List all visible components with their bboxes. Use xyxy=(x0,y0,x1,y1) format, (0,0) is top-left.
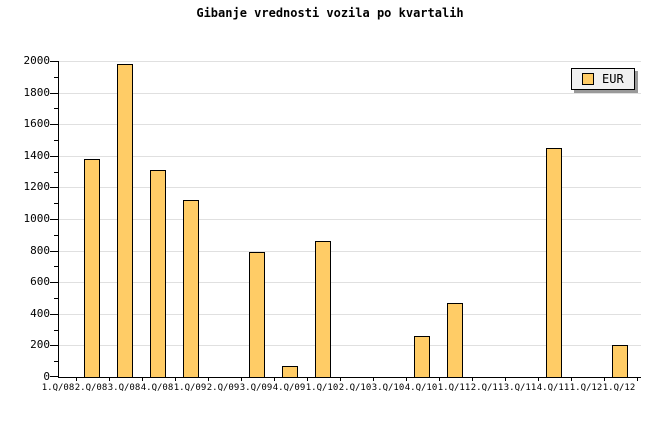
y-tick-major xyxy=(50,376,58,377)
y-tick-minor xyxy=(54,76,58,78)
y-tick-minor xyxy=(54,140,58,141)
x-tick-label: 1.Q/09 xyxy=(173,383,207,393)
y-tick-label: 0 xyxy=(43,370,50,383)
x-tick xyxy=(471,377,473,381)
x-tick xyxy=(75,377,77,381)
x-tick xyxy=(306,377,308,381)
x-tick xyxy=(108,377,110,381)
x-tick-label: 4.Q/08 xyxy=(140,383,174,393)
x-tick-label: 3.Q/09 xyxy=(239,383,273,393)
x-tick xyxy=(339,377,341,381)
y-tick-minor xyxy=(54,298,58,299)
bar xyxy=(84,158,100,377)
y-tick-major xyxy=(50,155,58,157)
x-tick-label: 3.Q/11 xyxy=(503,383,537,393)
bar xyxy=(612,345,628,377)
x-tick xyxy=(636,377,638,381)
x-tick-label: 2.Q/10 xyxy=(338,383,372,393)
bar xyxy=(315,241,331,377)
bar xyxy=(414,335,430,377)
x-tick-label: 1.Q/10 xyxy=(305,383,339,393)
x-tick xyxy=(405,377,407,381)
bar xyxy=(447,302,463,377)
bar xyxy=(282,365,298,377)
x-tick xyxy=(207,377,209,381)
x-tick-label: 1.Q/11 xyxy=(437,383,471,393)
x-tick xyxy=(504,377,506,381)
gridline xyxy=(59,345,641,347)
y-tick-major xyxy=(50,61,58,62)
gridline xyxy=(59,155,641,157)
x-tick xyxy=(240,377,242,381)
y-tick-major xyxy=(50,282,58,284)
gridline xyxy=(59,124,641,126)
chart-title: Gibanje vrednosti vozila po kvartalih xyxy=(196,6,464,20)
bar xyxy=(150,170,166,377)
y-tick-label: 2000 xyxy=(23,54,51,67)
x-tick-label: 4.Q/11 xyxy=(536,383,570,393)
x-tick-label: 4.Q/10 xyxy=(404,383,438,393)
bar xyxy=(249,252,265,377)
y-tick-label: 600 xyxy=(30,275,50,289)
y-tick-label: 1400 xyxy=(23,148,51,162)
x-tick-label: 2.Q/11 xyxy=(470,383,504,393)
gridline xyxy=(59,250,641,252)
gridline xyxy=(59,282,641,284)
x-tick-label: 2.Q/08 xyxy=(74,383,108,393)
y-tick-minor xyxy=(54,361,58,363)
y-tick-label: 400 xyxy=(30,306,50,320)
y-tick-minor xyxy=(54,329,58,331)
bar xyxy=(117,64,133,377)
x-tick-label: 1.Q/12 xyxy=(569,383,603,393)
x-tick xyxy=(372,377,374,381)
y-tick-major xyxy=(50,250,58,252)
gridline xyxy=(59,313,641,315)
y-tick-label: 1000 xyxy=(23,212,51,225)
gridline xyxy=(59,219,641,220)
y-tick-minor xyxy=(54,266,58,268)
x-tick xyxy=(273,377,275,381)
x-tick xyxy=(603,377,605,381)
y-tick-label: 200 xyxy=(30,338,50,352)
x-tick-label: 4.Q/09 xyxy=(272,383,306,393)
y-tick-major xyxy=(50,219,58,220)
y-tick-label: 1600 xyxy=(23,117,51,131)
x-tick-label: 1.Q/08 xyxy=(41,383,75,393)
x-tick xyxy=(174,377,176,381)
bar xyxy=(183,200,199,377)
y-tick-minor xyxy=(54,203,58,205)
x-tick xyxy=(537,377,539,381)
y-tick-label: 800 xyxy=(30,243,50,257)
gridline xyxy=(59,61,641,62)
legend-label: EUR xyxy=(602,72,624,86)
x-tick-label: 3.Q/08 xyxy=(107,383,141,393)
y-tick-minor xyxy=(54,234,58,236)
y-tick-minor xyxy=(54,171,58,173)
y-tick-minor xyxy=(54,108,58,110)
gridline xyxy=(59,92,641,94)
y-tick-major xyxy=(50,345,58,347)
x-tick-label: 3.Q/10 xyxy=(371,383,405,393)
x-tick xyxy=(570,377,572,381)
x-tick-label: 1.Q/12 xyxy=(602,383,636,393)
gridline xyxy=(59,187,641,189)
y-tick-label: 1800 xyxy=(23,85,51,99)
y-tick-major xyxy=(50,124,58,126)
y-tick-major xyxy=(50,187,58,189)
x-tick xyxy=(438,377,440,381)
x-tick-label: 2.Q/09 xyxy=(206,383,240,393)
bar xyxy=(546,147,562,377)
y-tick-major xyxy=(50,313,58,315)
legend-swatch-eur xyxy=(582,73,594,85)
y-tick-major xyxy=(50,92,58,94)
legend: EUR xyxy=(571,68,635,90)
y-tick-label: 1200 xyxy=(23,180,51,194)
x-tick xyxy=(141,377,143,381)
plot-area xyxy=(50,61,641,381)
